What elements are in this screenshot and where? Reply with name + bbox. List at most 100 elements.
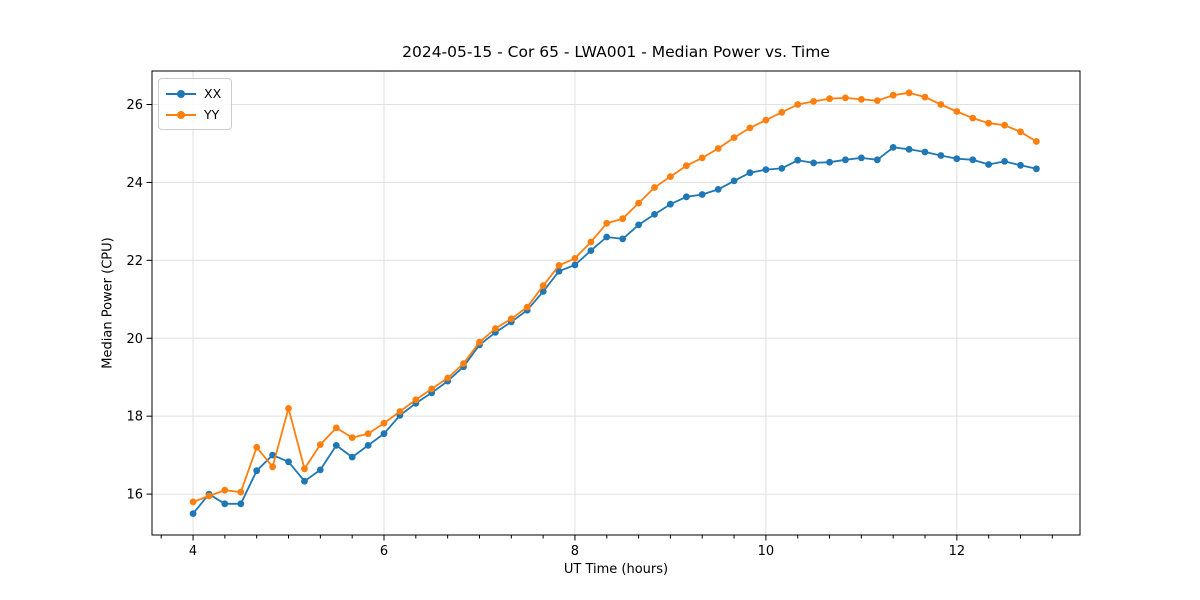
series-YY-marker (492, 325, 499, 332)
series-XX-marker (301, 477, 308, 485)
series-XX-marker (746, 169, 754, 177)
series-XX-marker (873, 156, 881, 164)
series-YY-marker (667, 173, 674, 181)
series-YY-marker (1017, 128, 1024, 136)
series-YY-marker (651, 184, 658, 191)
series-YY-marker (523, 303, 531, 311)
series-YY-marker (683, 162, 690, 170)
series-YY-marker (905, 89, 913, 97)
y-tick-label: 16 (126, 488, 143, 503)
series-XX-marker (651, 211, 658, 218)
series-YY-marker (1001, 121, 1008, 129)
series-XX-marker (969, 156, 977, 164)
series-XX-marker (189, 510, 197, 517)
series-XX-marker (269, 451, 276, 459)
series-XX-marker (1033, 165, 1040, 173)
series-YY-marker (698, 154, 706, 162)
legend: XX YY (158, 78, 233, 130)
series-XX-marker (826, 158, 833, 166)
series-YY-marker (221, 486, 229, 494)
y-tick-label: 20 (126, 332, 143, 347)
x-tick-label: 4 (189, 544, 197, 559)
series-YY-marker (985, 119, 992, 127)
series-XX-marker (921, 148, 929, 156)
series-YY-marker (858, 96, 865, 103)
series-XX-marker (635, 221, 642, 229)
series-YY-marker (762, 116, 770, 124)
series-XX-marker (555, 267, 563, 275)
x-tick-label: 12 (949, 544, 966, 559)
series-YY-marker (794, 101, 802, 108)
series-XX-marker (905, 145, 913, 153)
series-YY-marker (412, 396, 420, 404)
series-YY-marker (571, 255, 579, 262)
series-XX-marker (730, 177, 738, 185)
series-XX-line (192, 146, 1037, 515)
y-tick-label: 22 (126, 254, 143, 269)
series-XX-marker (603, 233, 611, 241)
series-XX-marker (889, 144, 897, 151)
series-YY-marker (889, 91, 897, 99)
series-XX-marker (539, 288, 547, 295)
series-YY-marker (555, 262, 563, 269)
series-XX-marker (1017, 161, 1024, 169)
series-XX-marker (778, 165, 786, 172)
series-XX-marker (316, 466, 324, 474)
series-XX-marker (619, 235, 627, 243)
series-YY-marker (746, 124, 754, 132)
legend-marker-icon (166, 108, 196, 122)
series-XX-marker (985, 161, 992, 168)
series-XX-marker (253, 467, 261, 475)
series-YY-marker (921, 93, 929, 101)
series-XX-marker (953, 155, 961, 163)
legend-entry-YY: YY (166, 104, 221, 125)
series-YY-marker (364, 430, 372, 438)
series-XX-marker (858, 154, 865, 162)
series-YY-marker (953, 108, 961, 115)
series-YY-marker (205, 492, 213, 500)
x-tick-label: 10 (758, 544, 775, 559)
series-YY-marker (969, 114, 977, 122)
series-YY-marker (301, 465, 308, 473)
series-YY-marker (189, 498, 197, 506)
series-YY-marker (842, 94, 849, 102)
y-tick-label: 24 (126, 176, 143, 191)
series-XX-marker (285, 458, 292, 466)
series-XX-marker (714, 186, 722, 193)
x-tick-label: 6 (380, 544, 388, 559)
legend-label: YY (204, 107, 220, 122)
legend-marker-icon (166, 87, 196, 101)
series-YY-marker (332, 424, 340, 432)
axes-frame (151, 70, 1081, 536)
series-YY-marker (285, 405, 292, 412)
series-YY-marker (937, 101, 945, 108)
y-axis-label: Median Power (CPU) (100, 237, 116, 369)
series-YY-marker (380, 419, 388, 427)
series-YY-line (192, 91, 1037, 503)
series-YY-marker (444, 374, 452, 382)
series-YY-marker (714, 145, 722, 152)
series-YY-marker (460, 360, 467, 367)
series-XX-marker (1001, 158, 1008, 165)
series-XX-marker (221, 500, 229, 508)
series-YY-marker (619, 215, 627, 223)
legend-label: XX (204, 86, 222, 101)
series-YY-marker (316, 441, 324, 448)
series-YY-marker (507, 315, 515, 323)
series-XX-marker (332, 442, 340, 449)
series-XX-marker (698, 191, 706, 198)
series-XX-marker (794, 156, 802, 164)
series-YY-marker (1033, 138, 1040, 145)
series-YY-marker (826, 95, 833, 103)
y-tick-label: 18 (126, 410, 143, 425)
x-axis-label: UT Time (hours) (563, 562, 669, 577)
series-XX-marker (364, 442, 372, 449)
series-XX-marker (937, 152, 945, 159)
series-XX-marker (667, 200, 674, 208)
series-YY-marker (476, 338, 483, 346)
series-XX-marker (571, 261, 579, 269)
series-XX-marker (810, 159, 817, 167)
chart-title: 2024-05-15 - Cor 65 - LWA001 - Median Po… (402, 43, 830, 61)
x-tick-label: 8 (571, 544, 579, 559)
